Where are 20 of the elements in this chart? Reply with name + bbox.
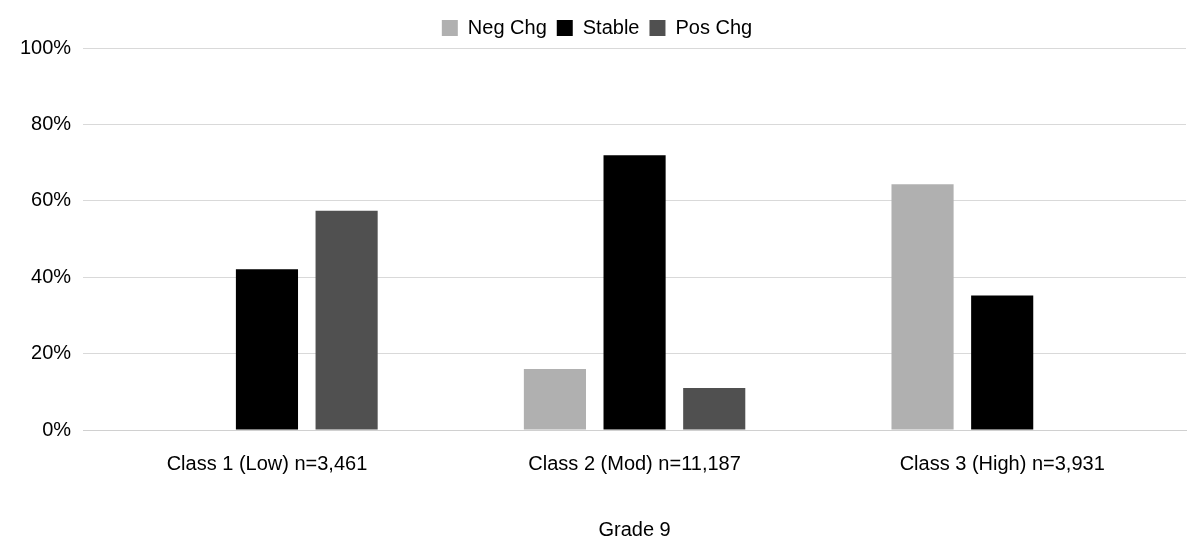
y-tick-label: 40% <box>31 264 72 287</box>
y-tick-label: 80% <box>31 111 72 134</box>
bar <box>683 387 746 430</box>
bar <box>523 368 586 430</box>
y-tick-label: 0% <box>42 417 72 440</box>
bar <box>891 184 954 430</box>
x-tick-label: Class 3 (High) n=3,931 <box>899 451 1105 474</box>
legend-label: Neg Chg <box>467 15 547 38</box>
x-tick-label: Class 2 (Mod) n=11,187 <box>528 451 741 474</box>
bar <box>603 155 666 430</box>
legend-label: Pos Chg <box>675 15 753 38</box>
y-tick-label: 60% <box>31 188 72 211</box>
bar <box>971 295 1034 430</box>
bar <box>235 269 299 430</box>
bar <box>315 210 378 430</box>
y-tick-label: 100% <box>20 35 72 58</box>
y-tick-label: 20% <box>31 341 72 364</box>
x-tick-label: Class 1 (Low) n=3,461 <box>166 451 368 474</box>
x-axis-title: Grade 9 <box>598 517 671 540</box>
legend-label: Stable <box>582 15 640 38</box>
